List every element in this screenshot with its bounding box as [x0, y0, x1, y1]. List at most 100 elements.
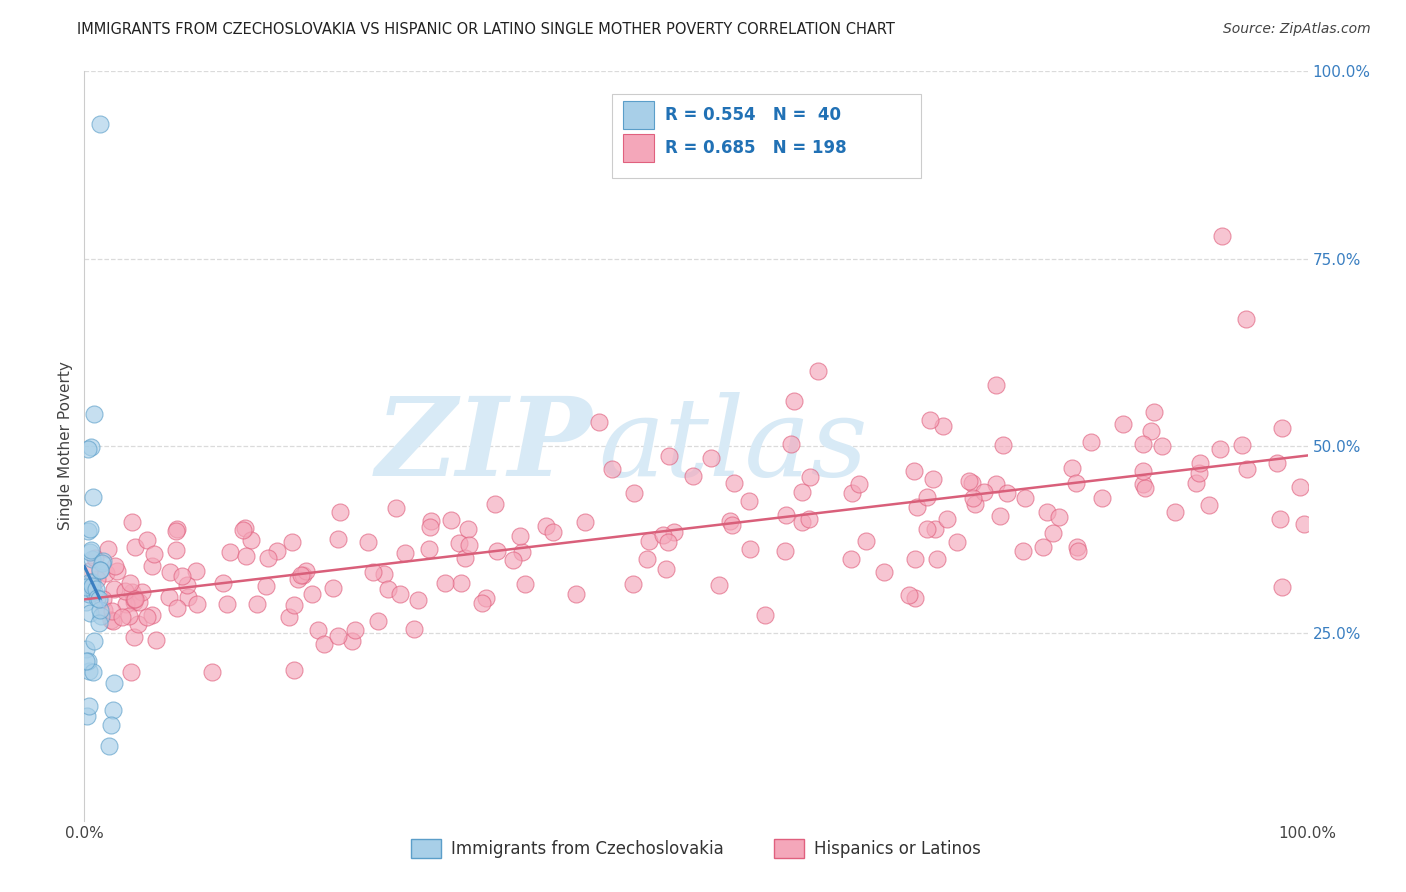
Point: [925, 551, 948, 566]
Point: [80, 440, 103, 454]
Point: [121, 516, 143, 530]
Point: [658, 449, 681, 463]
Point: [1066, 543, 1088, 558]
Point: [1188, 466, 1211, 480]
Point: [973, 484, 995, 499]
Point: [1080, 435, 1102, 450]
Point: [301, 587, 323, 601]
Point: [1091, 491, 1114, 506]
Point: [233, 521, 256, 535]
Point: [915, 490, 938, 504]
Point: [75, 595, 97, 609]
Point: [534, 518, 557, 533]
Point: [103, 676, 125, 690]
Point: [600, 462, 623, 476]
Point: [404, 622, 426, 636]
Point: [344, 623, 367, 637]
Point: [1271, 580, 1294, 594]
Point: [131, 585, 153, 599]
Point: [419, 520, 441, 534]
Point: [87, 616, 110, 631]
Point: [439, 513, 461, 527]
Point: [1292, 516, 1315, 531]
Point: [1211, 229, 1233, 244]
Point: [118, 608, 141, 623]
Point: [636, 552, 658, 566]
Point: [434, 575, 457, 590]
Point: [1143, 404, 1166, 418]
Point: [652, 528, 675, 542]
Point: [166, 601, 188, 615]
Point: [657, 535, 679, 549]
Point: [342, 634, 364, 648]
Point: [307, 623, 329, 637]
Point: [1060, 461, 1083, 475]
Point: [1267, 456, 1289, 470]
Point: [1047, 509, 1070, 524]
Point: [240, 533, 263, 547]
Point: [904, 591, 927, 605]
Point: [664, 525, 686, 540]
Point: [83, 634, 105, 648]
Point: [623, 486, 645, 500]
Point: [115, 597, 138, 611]
Point: [907, 500, 929, 514]
Point: [283, 663, 305, 677]
Point: [87, 591, 110, 606]
Point: [357, 535, 380, 549]
Point: [89, 563, 111, 577]
Point: [841, 486, 863, 500]
Point: [77, 524, 100, 539]
Point: [128, 595, 150, 609]
Text: IMMIGRANTS FROM CZECHOSLOVAKIA VS HISPANIC OR LATINO SINGLE MOTHER POVERTY CORRE: IMMIGRANTS FROM CZECHOSLOVAKIA VS HISPAN…: [77, 22, 896, 37]
Point: [377, 582, 399, 597]
Point: [121, 585, 143, 599]
Point: [509, 529, 531, 543]
Point: [936, 512, 959, 526]
Point: [77, 664, 100, 678]
Text: ZIP: ZIP: [375, 392, 592, 500]
Point: [114, 583, 136, 598]
Point: [1289, 480, 1312, 494]
Point: [903, 464, 925, 478]
Point: [135, 533, 157, 547]
Point: [721, 517, 744, 532]
Point: [314, 637, 336, 651]
Point: [915, 522, 938, 536]
Point: [291, 568, 314, 582]
Point: [111, 610, 134, 624]
Point: [773, 543, 796, 558]
Point: [1189, 456, 1212, 470]
Point: [283, 598, 305, 612]
Point: [266, 543, 288, 558]
Point: [458, 538, 481, 552]
Point: [326, 532, 349, 546]
Point: [101, 703, 124, 717]
Point: [91, 592, 114, 607]
Point: [361, 565, 384, 579]
Point: [82, 575, 104, 590]
Point: [256, 550, 278, 565]
Point: [873, 566, 896, 580]
Point: [541, 524, 564, 539]
Point: [839, 552, 862, 566]
Point: [170, 568, 193, 582]
Point: [141, 608, 163, 623]
Point: [89, 603, 111, 617]
Point: [201, 665, 224, 680]
Point: [588, 415, 610, 429]
Point: [93, 602, 115, 616]
Point: [1042, 526, 1064, 541]
Point: [142, 547, 165, 561]
Point: [1152, 439, 1174, 453]
Point: [79, 522, 101, 536]
Point: [655, 562, 678, 576]
Point: [326, 629, 349, 643]
Point: [75, 654, 97, 668]
Point: [418, 541, 440, 556]
Point: [1164, 505, 1187, 519]
Point: [1132, 476, 1154, 491]
Point: [124, 592, 146, 607]
Point: [329, 505, 352, 519]
Point: [960, 475, 983, 490]
